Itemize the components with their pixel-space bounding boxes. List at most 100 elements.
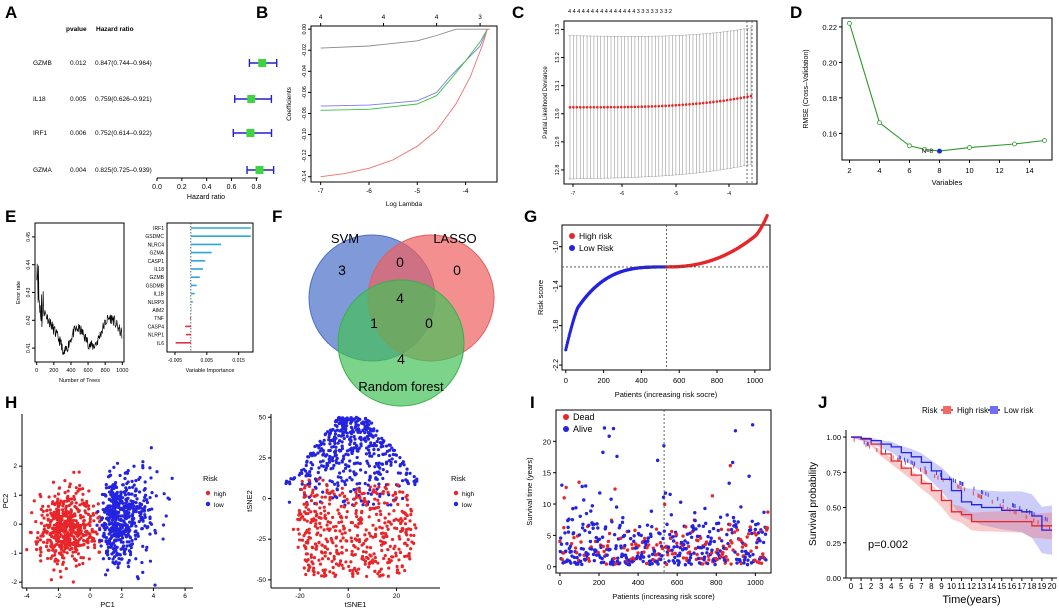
- rmse-x-ticklabel: 14: [1025, 166, 1033, 175]
- surv-point: [589, 547, 594, 551]
- tsne-point: [408, 557, 412, 561]
- tsne-point: [350, 571, 355, 576]
- tsne-point: [328, 551, 332, 555]
- tsne-point: [363, 416, 368, 421]
- pca-x-ticklabel: 4: [152, 593, 156, 600]
- tsne-point: [400, 565, 404, 569]
- risk-point: [765, 214, 769, 218]
- tsne-point: [383, 516, 387, 520]
- km-x-ticklabel: 16: [1007, 582, 1016, 591]
- tsne-point: [393, 460, 398, 464]
- tsne-point: [337, 434, 341, 438]
- tsne-point: [352, 472, 357, 476]
- forest-gene-label: GZMA: [33, 167, 52, 174]
- venn-count: 4: [397, 351, 405, 367]
- tsne-point: [312, 566, 316, 570]
- lasso-x-ticklabel: -4: [463, 188, 469, 195]
- pca-point: [120, 514, 124, 518]
- surv-point: [748, 554, 752, 558]
- pca-point: [135, 575, 140, 579]
- surv-point: [596, 526, 600, 530]
- tsne-point: [335, 424, 339, 428]
- tsne-point: [345, 449, 350, 453]
- cv-mean-point: [609, 105, 613, 109]
- vi-category-label: CASP1: [148, 259, 165, 265]
- surv-x-ticklabel: 800: [710, 578, 723, 587]
- surv-point: [753, 527, 758, 532]
- tsne-point: [318, 506, 322, 510]
- surv-point: [673, 551, 677, 556]
- tsne-point: [387, 566, 391, 570]
- surv-point: [668, 532, 672, 537]
- lasso-path-gray: [320, 28, 490, 49]
- tsne-point: [342, 436, 346, 441]
- surv-point: [744, 543, 748, 548]
- pca-point: [108, 530, 113, 535]
- tsne-point: [356, 449, 360, 453]
- tsne-point: [357, 540, 362, 544]
- tsne-point: [316, 571, 320, 575]
- pca-point: [75, 541, 80, 545]
- surv-point: [650, 524, 654, 529]
- tsne-point: [366, 483, 370, 487]
- surv-point: [725, 558, 730, 562]
- pca-point: [71, 580, 75, 584]
- surv-legend-alive-label: Alive: [573, 424, 593, 434]
- pca-point: [78, 513, 83, 517]
- pca-point: [50, 526, 54, 530]
- pca-point: [132, 464, 136, 468]
- tsne-x-ticklabel: 20: [393, 593, 401, 600]
- pca-point: [125, 528, 129, 532]
- surv-point: [710, 494, 715, 498]
- panel-letter-h: H: [5, 393, 17, 412]
- pca-point: [126, 468, 130, 473]
- tsne-point: [363, 431, 367, 435]
- tsne-point: [340, 440, 344, 444]
- rf-error-frame: [34, 222, 125, 363]
- pca-point: [59, 575, 63, 579]
- surv-x-ticklabel: 0: [558, 578, 562, 587]
- pca-point: [71, 550, 75, 554]
- vi-category-label: IL1B: [154, 292, 165, 298]
- surv-point: [636, 554, 640, 558]
- cv-mean-point: [722, 99, 725, 102]
- surv-point: [756, 522, 760, 526]
- km-legend-high-swatch: [943, 406, 951, 414]
- cv-x-ticklabel: -6: [620, 191, 625, 197]
- surv-point: [747, 474, 751, 478]
- cv-mean-point: [688, 102, 691, 106]
- surv-point: [566, 525, 570, 530]
- tsne-point: [396, 471, 401, 475]
- surv-point: [746, 552, 751, 556]
- tsne-point: [321, 478, 325, 482]
- pca-point: [66, 518, 70, 523]
- pca-point: [45, 513, 49, 517]
- tsne-point: [340, 416, 345, 420]
- cv-mean-point: [736, 97, 739, 100]
- pca-point: [130, 538, 134, 543]
- cv-mean-point: [657, 104, 661, 108]
- tsne-point: [354, 501, 358, 505]
- tsne-point: [374, 476, 378, 480]
- pca-point: [111, 557, 115, 561]
- pca-point: [42, 524, 47, 528]
- surv-point: [630, 546, 635, 551]
- rmse-point: [877, 120, 882, 126]
- tsne-point: [388, 544, 392, 548]
- venn-label-svm: SVM: [331, 231, 359, 246]
- pca-point: [46, 524, 51, 528]
- pca-point: [41, 504, 45, 508]
- surv-point: [611, 426, 616, 431]
- pca-point: [145, 545, 149, 549]
- tsne-point: [317, 446, 321, 450]
- tsne-point: [382, 556, 386, 561]
- tsne-point: [314, 547, 318, 551]
- pca-point: [118, 537, 122, 542]
- surv-point: [762, 510, 766, 514]
- tsne-point: [377, 472, 381, 476]
- surv-point: [644, 542, 648, 547]
- tsne-point: [340, 532, 344, 536]
- venn-count: 0: [396, 254, 404, 270]
- pca-point: [67, 541, 71, 545]
- pca-point: [36, 531, 40, 535]
